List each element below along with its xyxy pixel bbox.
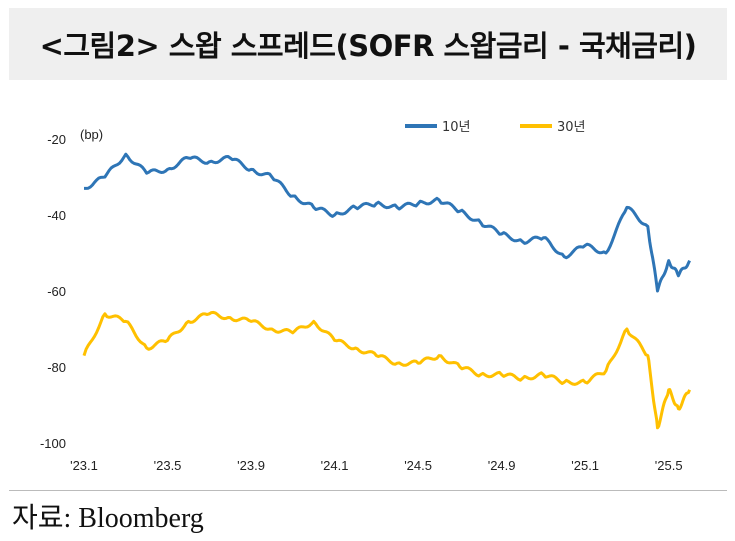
y-tick-label: -80: [47, 360, 66, 375]
series-line-30y: [82, 310, 691, 430]
series-lines: [82, 152, 691, 430]
source-note: 자료: Bloomberg: [12, 503, 204, 534]
y-tick-label: -20: [47, 132, 66, 147]
legend: 10년 30년: [405, 120, 586, 135]
x-tick-label: '24.5: [404, 458, 432, 473]
title-bar: <그림2> 스왑 스프레드(SOFR 스왑금리 - 국채금리): [9, 8, 727, 80]
chart-title: <그림2> 스왑 스프레드(SOFR 스왑금리 - 국채금리): [39, 29, 697, 63]
y-tick-label: -60: [47, 284, 66, 299]
legend-label-10y: 10년: [442, 120, 471, 135]
x-axis-ticks: '23.1 '23.5 '23.9 '24.1 '24.5 '24.9 '25.1 '25.5: [70, 458, 682, 473]
legend-label-30y: 30년: [557, 120, 586, 135]
x-tick-label: '24.1: [321, 458, 349, 473]
y-tick-label: -40: [47, 208, 66, 223]
series-line-10y: [84, 152, 691, 293]
source-divider: [9, 490, 727, 491]
x-tick-label: '23.1: [70, 458, 98, 473]
y-tick-label: -100: [40, 436, 66, 451]
x-tick-label: '25.1: [571, 458, 599, 473]
y-axis-ticks: -20 -40 -60 -80 -100: [40, 132, 66, 451]
x-tick-label: '24.9: [488, 458, 516, 473]
x-tick-label: '25.5: [655, 458, 683, 473]
x-tick-label: '23.9: [237, 458, 265, 473]
unit-label: (bp): [80, 127, 103, 142]
line-chart: (bp) -20 -40 -60 -80 -100 '23.1 '23.5 '23.9 '24…: [40, 120, 691, 473]
x-tick-label: '23.5: [154, 458, 182, 473]
